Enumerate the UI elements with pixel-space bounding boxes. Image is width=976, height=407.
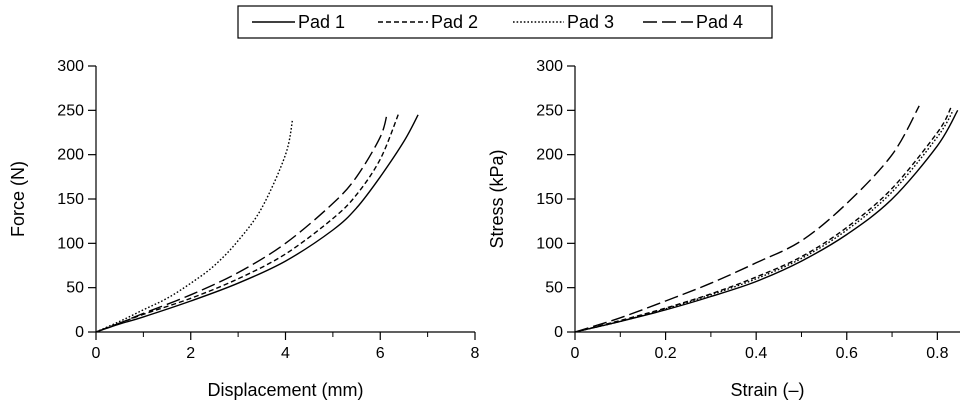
y-tick-label: 50 [545, 280, 563, 297]
series-line-pad-4 [574, 105, 920, 333]
series-line-pad-4 [95, 111, 389, 333]
x-axis-label: Strain (–) [730, 380, 804, 400]
x-tick-label: 0.6 [836, 345, 858, 362]
x-axis-label: Displacement (mm) [207, 380, 363, 400]
y-tick-label: 250 [536, 102, 563, 119]
series-line-pad-1 [95, 114, 419, 333]
x-tick-label: 0 [571, 345, 580, 362]
legend: Pad 1 Pad 2 Pad 3 Pad 4 [237, 5, 773, 39]
y-tick-label: 250 [57, 102, 84, 119]
y-tick-label: 300 [536, 58, 563, 75]
series-line-pad-1 [574, 109, 959, 333]
y-tick-label: 100 [57, 235, 84, 252]
y-tick-label: 200 [536, 147, 563, 164]
chart-stress-strain: 0 50 100 150 200 250 300 0 0.2 0.4 0.6 0.8 Strain (–… [487, 58, 960, 400]
x-tick-label: 6 [376, 345, 385, 362]
y-tick-label: 300 [57, 58, 84, 75]
x-tick-label: 2 [186, 345, 195, 362]
x-tick-label: 0 [92, 345, 101, 362]
legend-label-1: Pad 1 [298, 12, 345, 32]
y-tick-label: 50 [66, 280, 84, 297]
legend-label-2: Pad 2 [431, 12, 478, 32]
y-axis-label: Force (N) [8, 161, 28, 237]
y-axis-label: Stress (kPa) [487, 149, 507, 248]
y-tick-label: 150 [57, 191, 84, 208]
x-tick-label: 0.4 [745, 345, 767, 362]
x-tick-label: 8 [471, 345, 480, 362]
y-tick-label: 0 [554, 324, 563, 341]
y-tick-label: 0 [75, 324, 84, 341]
chart-force-displacement: 0 50 100 150 200 250 300 0 2 4 6 8 Displacement (mm)… [8, 58, 480, 400]
x-tick-label: 4 [281, 345, 290, 362]
y-tick-label: 100 [536, 235, 563, 252]
x-tick-label: 0.8 [926, 345, 948, 362]
series-line-pad-3 [574, 109, 954, 333]
legend-label-4: Pad 4 [696, 12, 743, 32]
y-tick-label: 150 [536, 191, 563, 208]
series-line-pad-2 [95, 111, 400, 333]
series-line-pad-2 [574, 107, 952, 333]
x-tick-label: 0.2 [654, 345, 676, 362]
legend-label-3: Pad 3 [567, 12, 614, 32]
y-tick-label: 200 [57, 147, 84, 164]
